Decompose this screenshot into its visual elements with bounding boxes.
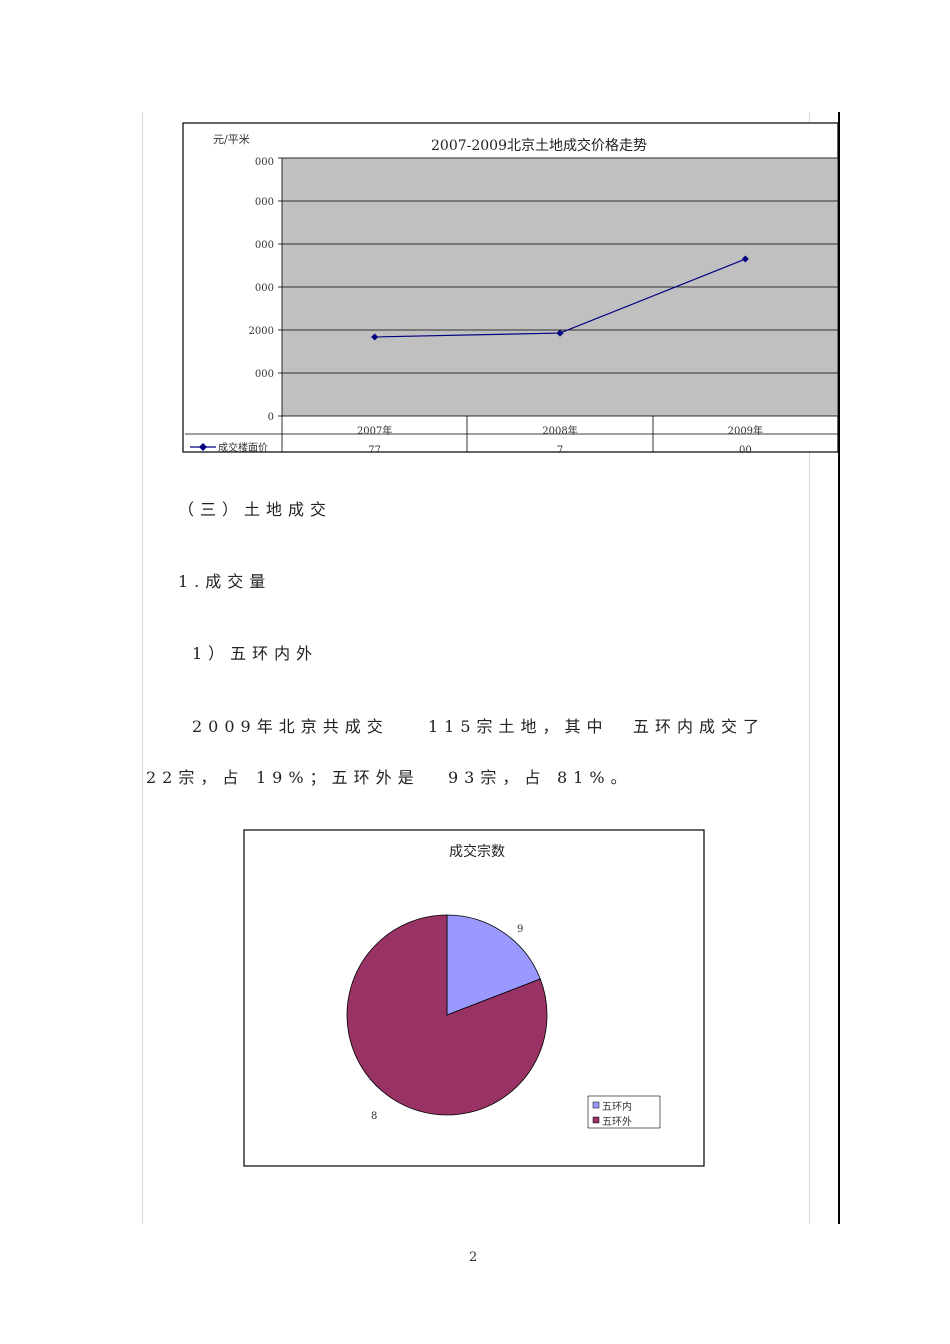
pie-legend-inside: 五环内 bbox=[602, 1100, 632, 1113]
category-labels: 2007年 2008年 2009年 bbox=[357, 424, 763, 437]
para-line1-a: 2009年北京共成交 bbox=[192, 717, 389, 736]
left-margin-line bbox=[142, 112, 143, 1224]
y-tick-label: 0 bbox=[268, 412, 274, 423]
data-table bbox=[185, 416, 838, 452]
category-label: 2008年 bbox=[542, 424, 577, 437]
para-line1-b: 115宗土地，其中 bbox=[428, 717, 609, 736]
gridlines bbox=[278, 157, 838, 417]
y-tick-label: 2000 bbox=[249, 326, 274, 337]
category-label: 2009年 bbox=[728, 424, 763, 437]
pie-chart: 成交宗数 9 8 五环内 五环外 bbox=[243, 829, 705, 1167]
line-chart-unit: 元/平米 bbox=[213, 133, 250, 146]
para-line2-c: 93宗，占 bbox=[448, 768, 547, 787]
heading-land-transactions: （三）土地成交 bbox=[178, 500, 333, 519]
y-tick-label: 000 bbox=[255, 369, 274, 380]
para-line2-b: 19%；五环外是 bbox=[256, 768, 420, 787]
pie-label-outside: 8 bbox=[371, 1111, 377, 1122]
pie-chart-title: 成交宗数 bbox=[449, 843, 505, 860]
pie-label-inside: 9 bbox=[517, 924, 523, 935]
value-label: 7 bbox=[557, 445, 563, 456]
legend-key bbox=[190, 443, 216, 451]
right-border-line bbox=[838, 112, 840, 1224]
subsection-ring: 1）五环内外 bbox=[192, 644, 319, 663]
y-tick-label: 000 bbox=[255, 157, 274, 168]
value-label: 77 bbox=[368, 445, 381, 456]
pie-slice-outside bbox=[346, 914, 548, 1116]
section-volume: 1.成交量 bbox=[178, 572, 272, 591]
para-line2-d: 81%。 bbox=[557, 768, 633, 787]
value-labels: 77 7 00 bbox=[368, 445, 751, 456]
y-tick-label: 000 bbox=[255, 197, 274, 208]
page-number: 2 bbox=[469, 1250, 478, 1265]
data-point bbox=[371, 333, 379, 341]
line-chart: 元/平米 2007-2009北京土地成交价格走势 000000000000200… bbox=[182, 122, 839, 456]
right-margin-line bbox=[809, 112, 810, 1224]
pie-legend bbox=[587, 1095, 661, 1129]
line-chart-title: 2007-2009北京土地成交价格走势 bbox=[431, 137, 647, 154]
y-tick-label: 000 bbox=[255, 240, 274, 251]
para-line1-c: 五环内成交了 bbox=[633, 717, 766, 736]
pie-slice-inside bbox=[446, 914, 541, 1016]
legend-series-name: 成交楼面价 bbox=[218, 441, 268, 454]
value-label: 00 bbox=[739, 445, 752, 456]
pie-legend-outside: 五环外 bbox=[602, 1116, 632, 1128]
y-tick-label: 000 bbox=[255, 283, 274, 294]
category-label: 2007年 bbox=[357, 424, 392, 437]
para-line2-a: 22宗，占 bbox=[146, 768, 245, 787]
data-point bbox=[556, 329, 564, 337]
